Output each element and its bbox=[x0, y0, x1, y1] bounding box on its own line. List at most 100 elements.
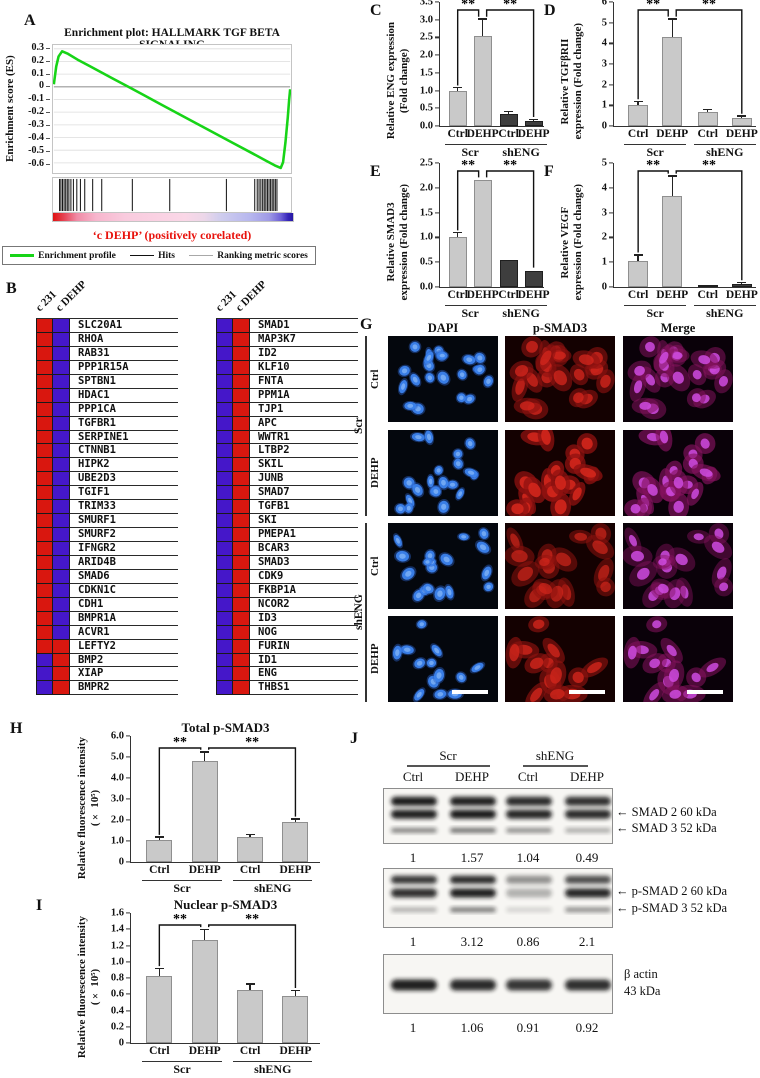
chart-mid: 3.5 3.0 2.5 2.0 1.5 1.0 0.5 0.0 ** ** bbox=[413, 0, 544, 132]
y-tick-mark bbox=[609, 63, 613, 65]
heat-cell-cdehp bbox=[233, 555, 250, 570]
y-tick-label: 0 bbox=[601, 120, 607, 132]
gene-row: MAP3K7 bbox=[216, 332, 358, 347]
error-bar-line bbox=[637, 255, 639, 261]
blot-image-1 bbox=[383, 868, 613, 928]
gsea-y-tick-label: 0 bbox=[39, 80, 44, 92]
gsea-phenotype-caption: ‘c DEHP’ (positively corelated) bbox=[92, 228, 252, 242]
heat-cell-cdehp bbox=[53, 346, 70, 361]
svg-text:**: ** bbox=[503, 158, 517, 173]
y-tick-label: 3 bbox=[601, 207, 607, 219]
heat-cell-c231 bbox=[216, 555, 233, 570]
heat-cell-cdehp bbox=[233, 402, 250, 417]
bar-sheng-dehp bbox=[524, 120, 543, 126]
heat-cell-cdehp bbox=[53, 430, 70, 445]
x-category-labels: Ctrl DEHP Ctrl DEHP bbox=[131, 863, 320, 879]
micrograph-scr-ctrl-dapi bbox=[388, 336, 498, 422]
heat-cell-c231 bbox=[216, 346, 233, 361]
gene-row: BMPR2 bbox=[36, 681, 178, 696]
gene-name: UBE2D3 bbox=[70, 472, 178, 487]
error-bar-line bbox=[532, 119, 535, 121]
chart-body: 2.5 2.0 1.5 1.0 0.5 0.0 ** ** Ctrl DEHP Ctrl DEHP Sc… bbox=[413, 158, 550, 321]
heat-cell-c231 bbox=[216, 472, 233, 487]
bar-scr-ctrl bbox=[146, 976, 173, 1043]
x-category-labels: Ctrl DEHP Ctrl DEHP bbox=[131, 1044, 320, 1060]
y-tick-label: 6.0 bbox=[110, 730, 124, 742]
error-bar-cap bbox=[200, 928, 210, 931]
y-tick-mark bbox=[609, 162, 613, 164]
y-tick-label: 5 bbox=[601, 157, 607, 169]
error-bar-line bbox=[249, 835, 251, 837]
gsea-y-axis-label: Enrichment score (ES) bbox=[4, 55, 16, 163]
significance-brackets: ** ** bbox=[158, 912, 297, 988]
y-axis-label: Relative fluorescence intensity (× 10⁵) bbox=[74, 720, 104, 896]
lane-label-2: Ctrl bbox=[517, 769, 539, 784]
y-tick-label: 0.6 bbox=[110, 988, 124, 1000]
y-tick-label: 4.0 bbox=[110, 772, 124, 784]
heat-cell-c231 bbox=[216, 319, 233, 333]
gsea-y-tick-label: -0.5 bbox=[28, 144, 44, 156]
y-tick-label: 5.0 bbox=[110, 751, 124, 763]
panel-c-label: C bbox=[370, 2, 382, 19]
heat-cell-cdehp bbox=[53, 500, 70, 515]
gene-row: ID1 bbox=[216, 653, 358, 668]
micrograph-sheng-ctrl-merge bbox=[623, 523, 733, 609]
panel-j-label: J bbox=[350, 730, 358, 747]
x-group-labels: Scr shENG bbox=[131, 1060, 320, 1077]
legend-item-1: Hits bbox=[130, 251, 175, 261]
gsea-y-tick-mark bbox=[46, 137, 50, 139]
bar-sheng-ctrl bbox=[499, 113, 518, 126]
gene-name: SKI bbox=[250, 514, 358, 529]
beta-actin-label: β actin 43 kDa bbox=[624, 967, 661, 998]
gene-row: HDAC1 bbox=[36, 388, 178, 403]
error-bar-line bbox=[507, 112, 510, 114]
group-label-scr: Scr bbox=[353, 417, 365, 435]
heat-cell-c231 bbox=[36, 472, 53, 487]
x-category-labels: Ctrl DEHP Ctrl DEHP bbox=[614, 288, 758, 304]
heat-cell-c231 bbox=[216, 458, 233, 473]
heat-cell-cdehp bbox=[233, 388, 250, 403]
heat-cell-cdehp bbox=[53, 611, 70, 626]
y-tick-label: 1.2 bbox=[110, 940, 124, 951]
gene-name: SERPINE1 bbox=[70, 431, 178, 445]
group-bracket-line bbox=[365, 523, 367, 702]
error-bar-line bbox=[249, 984, 251, 991]
gene-name: BCAR3 bbox=[250, 542, 358, 556]
gene-row: PPM1A bbox=[216, 388, 358, 403]
gene-row: APC bbox=[216, 416, 358, 431]
gene-name: JUNB bbox=[250, 472, 358, 487]
x-group-line bbox=[624, 144, 687, 146]
quantification-value: 1.04 bbox=[516, 850, 540, 865]
x-category-label: DEHP bbox=[188, 1045, 221, 1057]
bar-sheng-ctrl bbox=[499, 259, 518, 287]
svg-text:**: ** bbox=[173, 735, 187, 750]
heat-cell-c231 bbox=[36, 625, 53, 640]
svg-text:**: ** bbox=[245, 912, 259, 927]
x-category-label: Ctrl bbox=[697, 289, 718, 301]
heat-cell-c231 bbox=[216, 430, 233, 445]
heat-cell-c231 bbox=[36, 681, 53, 696]
y-tick-mark bbox=[126, 840, 130, 842]
significance-brackets: ** ** bbox=[158, 735, 297, 835]
y-axis-ticks: 3.5 3.0 2.5 2.0 1.5 1.0 0.5 0.0 bbox=[413, 0, 439, 132]
gene-name: THBS1 bbox=[250, 681, 358, 696]
x-group-label: Scr bbox=[646, 145, 664, 159]
y-tick-label: 1.0 bbox=[419, 85, 433, 97]
y-tick-mark bbox=[435, 1, 439, 3]
gene-row: BCAR3 bbox=[216, 542, 358, 556]
gene-row: IFNGR2 bbox=[36, 542, 178, 556]
panel-d-tgfbrii-bar-chart: D Relative TGFβRII expression (Fold change… bbox=[544, 0, 758, 160]
heat-cell-c231 bbox=[216, 528, 233, 542]
heat-cell-cdehp bbox=[233, 444, 250, 459]
gsea-enrichment-curve-plot bbox=[52, 44, 292, 174]
panel-c-eng-bar-chart: C Relative ENG expression (Fold change) 3.5… bbox=[370, 0, 550, 160]
y-axis-ticks: 5 4 3 2 1 0 bbox=[587, 158, 613, 293]
gsea-y-tick-mark bbox=[46, 73, 50, 75]
heat-cell-cdehp bbox=[53, 472, 70, 487]
y-tick-mark bbox=[609, 104, 613, 106]
gene-row: RHOA bbox=[36, 332, 178, 347]
x-group-line bbox=[444, 305, 496, 307]
heat-cell-c231 bbox=[36, 319, 53, 333]
x-group-line bbox=[444, 144, 496, 146]
svg-text:**: ** bbox=[702, 158, 716, 173]
